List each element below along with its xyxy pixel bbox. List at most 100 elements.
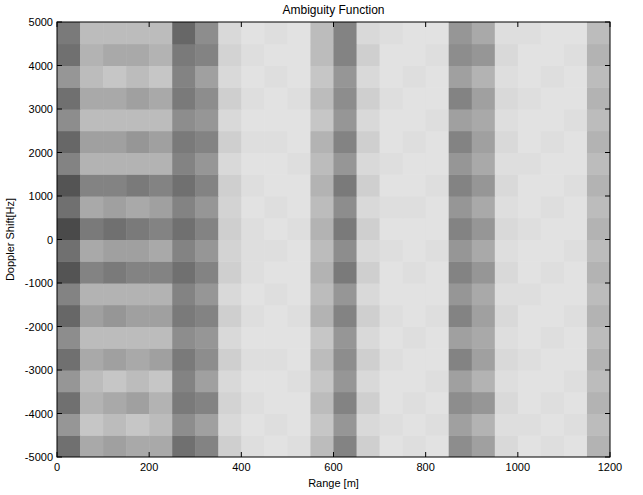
- cell: [334, 392, 358, 414]
- cell: [80, 414, 104, 436]
- x-tick: [241, 22, 242, 27]
- cell: [403, 414, 427, 436]
- cell: [218, 66, 242, 88]
- cell: [287, 153, 311, 175]
- cell: [195, 218, 219, 240]
- chart: 020040060080010001200-5000-4000-3000-200…: [0, 0, 643, 495]
- cell: [495, 109, 519, 131]
- cell: [518, 131, 542, 153]
- cell: [587, 348, 610, 370]
- cell: [195, 327, 219, 349]
- cell: [472, 414, 496, 436]
- cell: [449, 66, 473, 88]
- cell: [495, 22, 519, 44]
- cell: [518, 435, 542, 457]
- cell: [287, 44, 311, 66]
- cell: [126, 109, 150, 131]
- cell: [195, 174, 219, 196]
- cell: [241, 44, 265, 66]
- cell: [518, 392, 542, 414]
- cell: [149, 66, 173, 88]
- cell: [287, 131, 311, 153]
- cell: [380, 414, 404, 436]
- cell: [403, 305, 427, 327]
- cell: [195, 66, 219, 88]
- cell: [334, 327, 358, 349]
- y-tick: [57, 413, 62, 414]
- cell: [195, 109, 219, 131]
- cell: [426, 414, 450, 436]
- cell: [403, 174, 427, 196]
- cell: [172, 44, 196, 66]
- y-tick-label: 1000: [29, 190, 53, 202]
- cell: [172, 240, 196, 262]
- cell: [380, 131, 404, 153]
- cell: [287, 109, 311, 131]
- cell: [587, 109, 610, 131]
- cell: [172, 435, 196, 457]
- cell: [518, 305, 542, 327]
- cell: [218, 153, 242, 175]
- plot-background: [57, 22, 610, 457]
- x-tick: [333, 22, 334, 27]
- cell: [310, 66, 334, 88]
- x-tick: [149, 22, 150, 27]
- cell: [80, 153, 104, 175]
- cell: [472, 174, 496, 196]
- cell: [334, 414, 358, 436]
- cell: [80, 327, 104, 349]
- cell: [126, 327, 150, 349]
- cell: [310, 348, 334, 370]
- cell: [241, 131, 265, 153]
- cell: [403, 131, 427, 153]
- cell: [380, 87, 404, 109]
- cell: [426, 327, 450, 349]
- cell: [57, 87, 81, 109]
- cell: [57, 370, 81, 392]
- y-tick: [605, 457, 610, 458]
- cell: [241, 240, 265, 262]
- cell: [103, 370, 127, 392]
- x-tick-label: 200: [140, 461, 158, 473]
- cell: [264, 414, 288, 436]
- cell: [126, 131, 150, 153]
- cell: [541, 218, 565, 240]
- cell: [264, 218, 288, 240]
- cell: [380, 240, 404, 262]
- cell: [195, 348, 219, 370]
- y-tick-label: -5000: [25, 451, 53, 463]
- cell: [172, 305, 196, 327]
- cell: [541, 44, 565, 66]
- cell: [264, 348, 288, 370]
- cell: [264, 392, 288, 414]
- cell: [495, 392, 519, 414]
- cell: [472, 196, 496, 218]
- cell: [172, 196, 196, 218]
- cell: [449, 370, 473, 392]
- cell: [334, 218, 358, 240]
- cell: [172, 66, 196, 88]
- y-tick: [57, 370, 62, 371]
- cell: [357, 435, 381, 457]
- cell: [241, 283, 265, 305]
- cell: [587, 174, 610, 196]
- cell: [103, 44, 127, 66]
- cell: [518, 327, 542, 349]
- cell: [218, 131, 242, 153]
- y-tick-label: -1000: [25, 277, 53, 289]
- cell: [126, 66, 150, 88]
- cell: [241, 435, 265, 457]
- cell: [426, 153, 450, 175]
- cell: [264, 435, 288, 457]
- cell: [357, 261, 381, 283]
- y-tick-label: -4000: [25, 408, 53, 420]
- cell: [380, 305, 404, 327]
- cell: [426, 131, 450, 153]
- cell: [80, 305, 104, 327]
- cell: [518, 283, 542, 305]
- cell: [518, 261, 542, 283]
- cell: [241, 174, 265, 196]
- cell: [564, 87, 588, 109]
- cell: [472, 370, 496, 392]
- cell: [310, 240, 334, 262]
